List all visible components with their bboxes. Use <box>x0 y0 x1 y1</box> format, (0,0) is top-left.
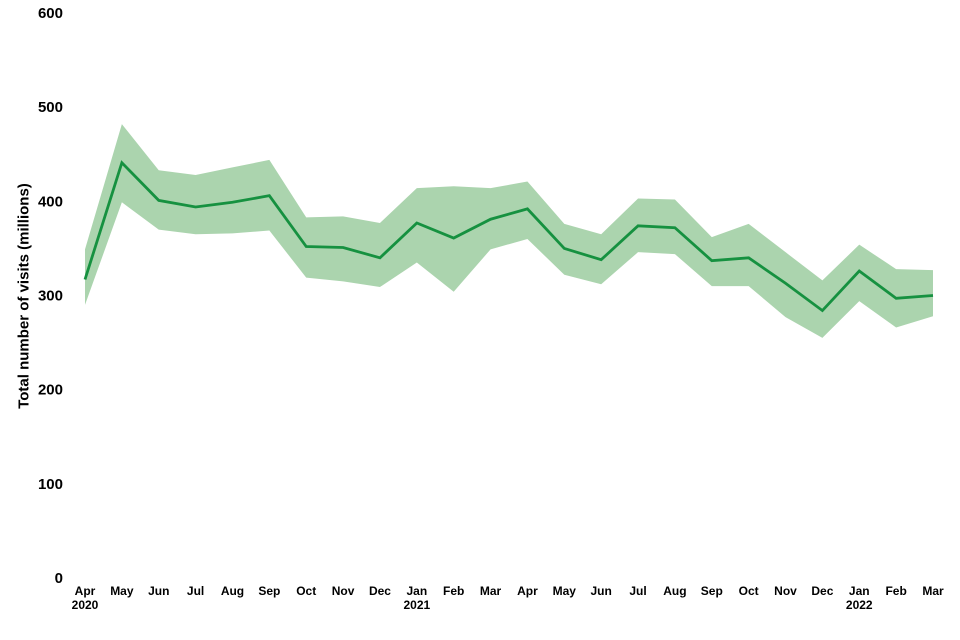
x-tick-label: Apr <box>75 584 96 598</box>
x-tick-label: Jun <box>591 584 612 598</box>
x-tick-label: Jun <box>148 584 169 598</box>
x-tick-label: May <box>110 584 134 598</box>
x-tick-label: Oct <box>739 584 759 598</box>
x-year-label: 2020 <box>72 598 99 612</box>
x-year-label: 2022 <box>846 598 873 612</box>
x-tick-label: Jul <box>187 584 204 598</box>
y-axis-title: Total number of visits (millions) <box>15 183 33 409</box>
x-tick-label: Sep <box>701 584 723 598</box>
x-tick-label: Jan <box>849 584 870 598</box>
x-tick-label: Sep <box>258 584 280 598</box>
x-tick-label: Feb <box>885 584 906 598</box>
y-tick-label: 300 <box>38 288 63 305</box>
x-tick-label: Jul <box>629 584 646 598</box>
visits-line <box>83 160 934 313</box>
y-tick-label: 0 <box>55 570 63 587</box>
x-tick-label: Mar <box>922 584 944 598</box>
x-tick-label: Jan <box>406 584 427 598</box>
x-tick-label: Dec <box>369 584 391 598</box>
x-tick-label: Oct <box>296 584 316 598</box>
x-tick-label: Aug <box>221 584 244 598</box>
confidence-band <box>85 124 933 338</box>
x-tick-label: May <box>553 584 577 598</box>
y-tick-label: 200 <box>38 382 63 399</box>
x-tick-label: Dec <box>811 584 833 598</box>
x-tick-label: Mar <box>480 584 502 598</box>
x-tick-label: Nov <box>774 584 797 598</box>
x-tick-label: Feb <box>443 584 464 598</box>
y-tick-label: 100 <box>38 476 63 493</box>
y-tick-label: 600 <box>38 5 63 22</box>
y-tick-label: 500 <box>38 99 63 116</box>
x-tick-label: Aug <box>663 584 686 598</box>
y-tick-label: 400 <box>38 193 63 210</box>
x-tick-label: Apr <box>517 584 538 598</box>
x-tick-label: Nov <box>332 584 355 598</box>
x-year-label: 2021 <box>403 598 430 612</box>
